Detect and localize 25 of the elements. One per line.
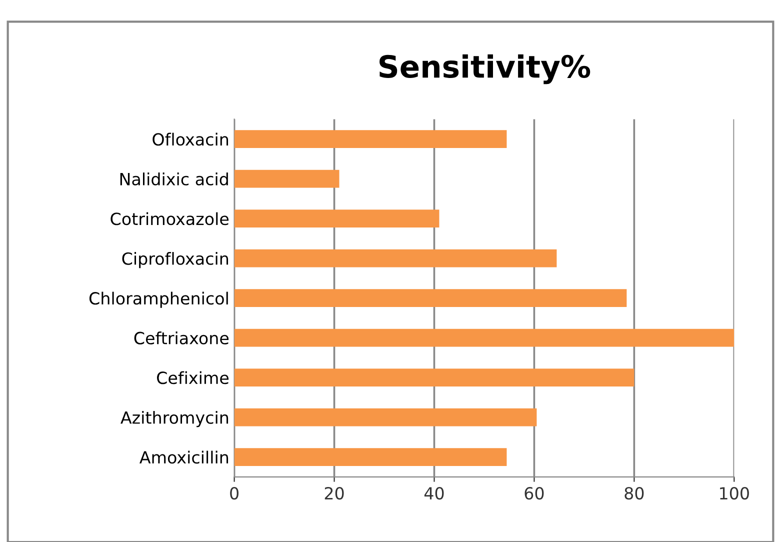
bar (234, 249, 557, 268)
y-tick-label: Amoxicillin (140, 450, 228, 464)
x-tick-label: 20 (324, 486, 344, 500)
x-tick-label: 60 (524, 486, 544, 500)
y-tick-label: Cefixime (157, 371, 229, 384)
chart-title: Sensitivity% (380, 54, 590, 84)
bar (234, 130, 507, 148)
bar (234, 448, 507, 466)
bar (234, 210, 440, 228)
x-tick-label: 80 (624, 486, 644, 500)
x-tick-label: 40 (424, 486, 444, 500)
y-tick-label: Ofloxacin (152, 132, 228, 146)
y-tick-label: Chloramphenicol (89, 292, 228, 308)
y-tick-label: Azithromycin (120, 411, 228, 428)
x-tick-label: 100 (720, 486, 749, 500)
y-tick-label: Cotrimoxazole (110, 212, 229, 226)
bar (234, 328, 734, 347)
y-tick-label: Ciprofloxacin (122, 252, 228, 268)
bar (234, 368, 634, 387)
bar (234, 170, 340, 188)
y-tick-label: Nalidixic acid (120, 172, 228, 186)
y-tick-label: Ceftriaxone (134, 332, 229, 344)
bar (234, 289, 627, 308)
bar (234, 408, 537, 426)
x-tick-label: 0 (230, 486, 238, 500)
